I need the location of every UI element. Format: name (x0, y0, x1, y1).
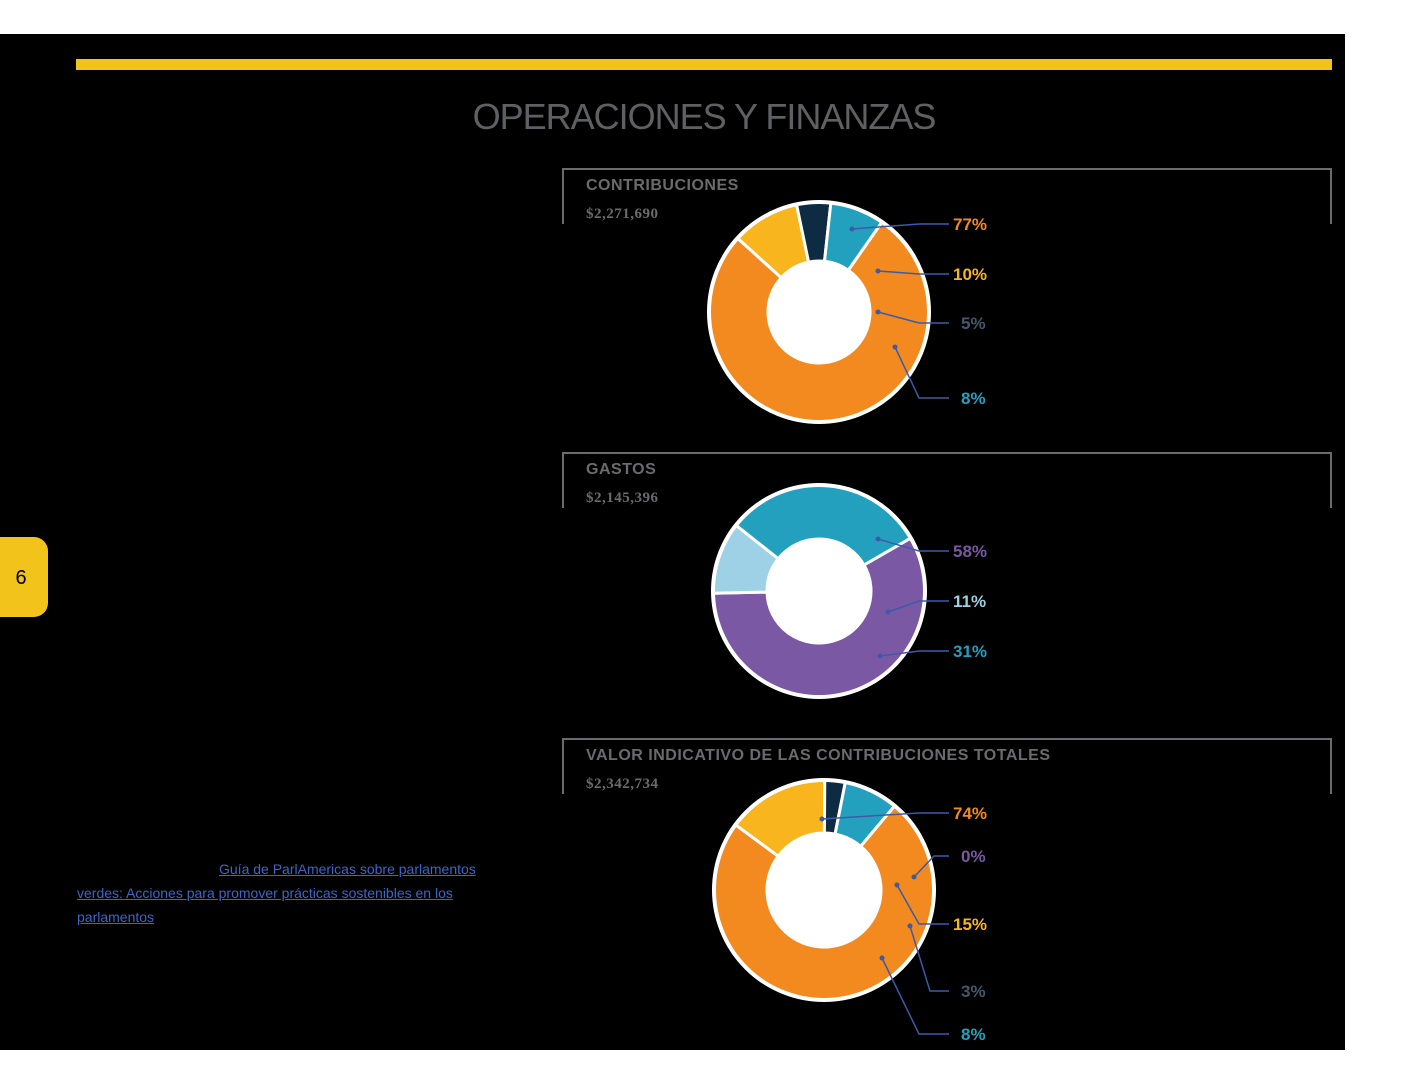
page-number-tab: 6 (0, 537, 48, 617)
valor-indicativo-panel: VALOR INDICATIVO DE LAS CONTRIBUCIONES T… (562, 738, 1332, 794)
slice-label: 74% (953, 804, 987, 823)
donut-chart: 77% 10% 5% 8% (707, 200, 987, 424)
panel-title: VALOR INDICATIVO DE LAS CONTRIBUCIONES T… (586, 747, 1051, 764)
donut-hole (767, 833, 881, 947)
panel-total: $2,342,734 (586, 776, 659, 792)
page-number: 6 (15, 567, 27, 589)
donut-chart: 74% 0% 15% 3% 8% (712, 778, 987, 1044)
leader-line (881, 957, 949, 1035)
donut-outline (711, 483, 927, 699)
slice-label: 5% (961, 314, 986, 333)
slice-label: 3% (961, 982, 986, 1001)
panel-title: CONTRIBUCIONES (586, 177, 739, 194)
donut-chart: 58% 11% 31% (711, 483, 987, 699)
leader-dot (907, 923, 913, 929)
slice-label: 58% (953, 542, 987, 561)
top-accent-bar (76, 59, 1332, 70)
leader-dot (877, 653, 883, 659)
panel-title: GASTOS (586, 461, 657, 478)
donut-charts: 77% 10% 5% 8% 58% 11% 31% 74% 0% 15% 3% 8% (707, 200, 987, 1044)
leader-line (821, 812, 949, 820)
slice-label: 31% (953, 642, 987, 661)
leader-dot (885, 609, 891, 615)
gastos-panel: GASTOS $2,145,396 (562, 452, 1332, 508)
leader-dot (894, 882, 900, 888)
leader-dot (819, 816, 825, 822)
leader-dot (875, 268, 881, 274)
slice-label: 8% (961, 1025, 986, 1044)
leader-dot (875, 309, 881, 315)
leader-line (877, 538, 949, 552)
page-title: OPERACIONES Y FINANZAS (472, 96, 937, 137)
donut-hole (768, 261, 870, 363)
leader-dot (849, 226, 855, 232)
panel-total: $2,271,690 (586, 206, 659, 222)
page-canvas: OPERACIONES Y FINANZAS 6 CONTRIBUCIONES … (0, 34, 1345, 1050)
slice-label: 0% (961, 847, 986, 866)
slice-label: 8% (961, 389, 986, 408)
slice-label: 15% (953, 915, 987, 934)
contribuciones-panel: CONTRIBUCIONES $2,271,690 (562, 168, 1332, 224)
leader-line (879, 650, 949, 657)
reference-note: Guía de ParlAmericas sobre parlamentos v… (77, 857, 507, 929)
leader-dot (875, 536, 881, 542)
leader-dot (879, 955, 885, 961)
leader-dot (911, 874, 917, 880)
leader-line (896, 884, 949, 925)
donut-hole (767, 539, 871, 643)
leader-dot (892, 344, 898, 350)
leader-line (909, 925, 949, 992)
leader-line (887, 600, 949, 613)
slice-label: 77% (953, 215, 987, 234)
leader-line (913, 855, 949, 878)
guia-parlamentos-verdes-link[interactable]: Guía de ParlAmericas sobre parlamentos v… (77, 861, 476, 925)
leader-line (877, 270, 949, 275)
leader-line (851, 223, 949, 230)
donut-outline (707, 200, 931, 424)
leader-line (894, 346, 949, 399)
leader-line (877, 311, 949, 324)
panel-total: $2,145,396 (586, 490, 659, 506)
slice-label: 11% (953, 592, 986, 611)
donut-outline (712, 778, 936, 1002)
slice-label: 10% (953, 265, 987, 284)
